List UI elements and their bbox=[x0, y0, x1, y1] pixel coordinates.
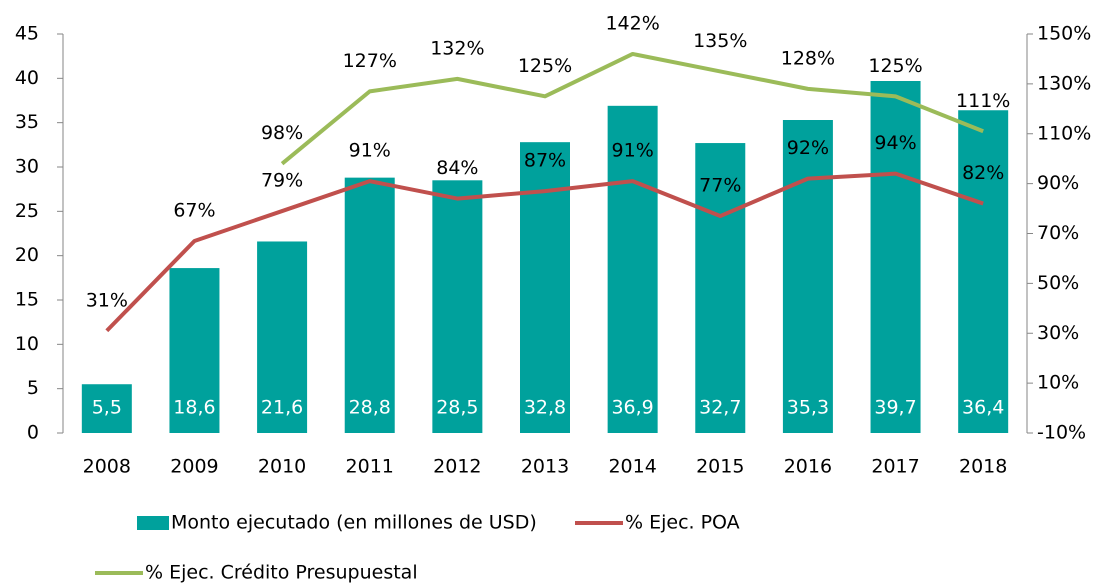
bar-value-label: 5,5 bbox=[92, 397, 122, 419]
y2-tick-label: 10% bbox=[1037, 372, 1079, 394]
x-tick-label: 2014 bbox=[608, 456, 656, 478]
bar-value-label: 18,6 bbox=[173, 397, 215, 419]
y-tick-label: 20 bbox=[15, 244, 39, 266]
bar bbox=[432, 180, 483, 433]
line-value-label: 31% bbox=[86, 289, 128, 311]
x-tick-label: 2015 bbox=[696, 456, 744, 478]
bar bbox=[958, 110, 1009, 434]
line-value-label: 125% bbox=[518, 55, 572, 77]
y-tick-label: 35 bbox=[15, 111, 39, 133]
bar-value-label: 32,8 bbox=[524, 397, 566, 419]
bar-value-label: 36,9 bbox=[611, 397, 653, 419]
line-value-label: 127% bbox=[343, 50, 397, 72]
legend-label: Monto ejecutado (en millones de USD) bbox=[171, 512, 537, 534]
bar bbox=[169, 268, 220, 433]
line-value-label: 77% bbox=[699, 175, 741, 197]
bar-value-label: 35,3 bbox=[787, 397, 829, 419]
line-value-label: 91% bbox=[612, 140, 654, 162]
bar-value-label: 36,4 bbox=[962, 397, 1004, 419]
y-tick-label: 10 bbox=[15, 333, 39, 355]
line-value-label: 125% bbox=[868, 55, 922, 77]
x-tick-label: 2010 bbox=[258, 456, 306, 478]
legend-swatch bbox=[137, 516, 169, 530]
line-value-label: 84% bbox=[436, 157, 478, 179]
x-tick-label: 2011 bbox=[346, 456, 394, 478]
line-value-label: 94% bbox=[874, 132, 916, 154]
bar-value-label: 28,5 bbox=[436, 397, 478, 419]
legend-label: % Ejec. Crédito Presupuestal bbox=[145, 562, 418, 583]
y2-tick-label: 50% bbox=[1037, 272, 1079, 294]
y2-tick-label: 150% bbox=[1037, 23, 1091, 45]
bar-value-label: 21,6 bbox=[261, 397, 303, 419]
bar-value-label: 32,7 bbox=[699, 397, 741, 419]
bar bbox=[695, 143, 746, 433]
y2-tick-label: 90% bbox=[1037, 172, 1079, 194]
y-tick-label: 40 bbox=[15, 67, 39, 89]
y2-tick-label: 70% bbox=[1037, 222, 1079, 244]
line-value-label: 132% bbox=[430, 37, 484, 59]
line-value-label: 135% bbox=[693, 30, 747, 52]
x-tick-label: 2013 bbox=[521, 456, 569, 478]
y-tick-label: 30 bbox=[15, 156, 39, 178]
x-tick-label: 2008 bbox=[83, 456, 131, 478]
y-tick-label: 0 bbox=[27, 422, 39, 444]
bar bbox=[607, 105, 658, 433]
x-tick-label: 2009 bbox=[170, 456, 218, 478]
line-value-label: 142% bbox=[605, 12, 659, 34]
y-tick-label: 45 bbox=[15, 23, 39, 45]
line-value-label: 91% bbox=[349, 140, 391, 162]
y2-tick-label: 130% bbox=[1037, 72, 1091, 94]
y-tick-label: 5 bbox=[27, 377, 39, 399]
x-tick-label: 2018 bbox=[959, 456, 1007, 478]
x-tick-label: 2016 bbox=[784, 456, 832, 478]
line-value-label: 79% bbox=[261, 170, 303, 192]
y2-tick-label: -10% bbox=[1037, 422, 1086, 444]
y2-tick-label: 110% bbox=[1037, 122, 1091, 144]
bar bbox=[81, 384, 132, 433]
line-value-label: 67% bbox=[173, 199, 215, 221]
line-value-label: 87% bbox=[524, 150, 566, 172]
line bbox=[105, 171, 984, 333]
x-tick-label: 2017 bbox=[871, 456, 919, 478]
legend-label: % Ejec. POA bbox=[625, 512, 740, 534]
line bbox=[280, 51, 984, 166]
y-tick-label: 15 bbox=[15, 289, 39, 311]
bar bbox=[782, 120, 833, 434]
line-value-label: 98% bbox=[261, 122, 303, 144]
y-tick-label: 25 bbox=[15, 200, 39, 222]
line-value-label: 92% bbox=[787, 137, 829, 159]
bar bbox=[870, 80, 921, 433]
line-value-label: 111% bbox=[956, 90, 1010, 112]
y2-tick-label: 30% bbox=[1037, 322, 1079, 344]
bar bbox=[520, 142, 570, 433]
bar-value-label: 28,8 bbox=[349, 397, 391, 419]
bar bbox=[257, 241, 308, 433]
bar bbox=[344, 177, 395, 433]
x-tick-label: 2012 bbox=[433, 456, 481, 478]
line-value-label: 128% bbox=[781, 47, 835, 69]
line-value-label: 82% bbox=[962, 162, 1004, 184]
bar-value-label: 39,7 bbox=[874, 397, 916, 419]
